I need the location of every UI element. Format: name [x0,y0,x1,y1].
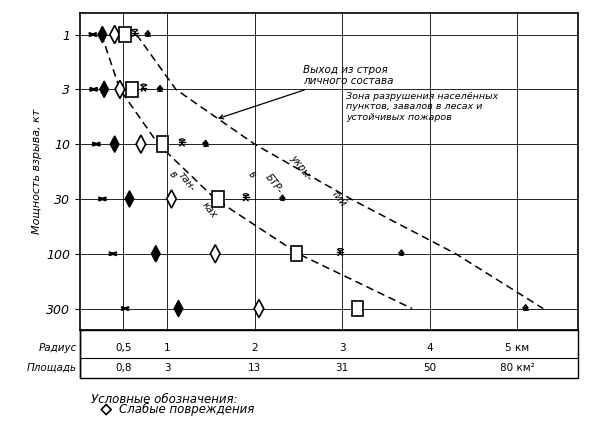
Polygon shape [157,136,168,152]
Text: 13: 13 [248,363,261,373]
Polygon shape [119,27,131,42]
Polygon shape [125,191,134,207]
Text: БТР-: БТР- [263,172,285,195]
Text: 2: 2 [251,343,258,353]
Polygon shape [174,300,183,317]
Polygon shape [100,81,109,98]
Text: Условные обозначения:: Условные обозначения: [91,393,238,406]
Polygon shape [110,26,119,44]
Polygon shape [211,245,220,263]
Text: 3: 3 [164,363,171,373]
Text: Радиус: Радиус [38,343,77,353]
Text: 0,5: 0,5 [115,343,132,353]
Text: 3: 3 [339,343,345,353]
Y-axis label: Мощность взрыва, кт: Мощность взрыва, кт [32,109,42,234]
Polygon shape [136,135,146,153]
Text: Слабые повреждения: Слабые повреждения [119,403,254,416]
Text: 4: 4 [426,343,433,353]
Text: тан-: тан- [176,170,197,193]
Text: Выход из строя
личного состава: Выход из строя личного состава [219,65,393,119]
Text: 50: 50 [423,363,436,373]
Polygon shape [212,191,224,207]
Polygon shape [115,80,124,99]
Text: тий: тий [329,189,348,209]
Polygon shape [152,245,160,262]
Polygon shape [352,301,363,316]
Text: укры-: укры- [288,153,314,182]
Text: ках: ках [201,200,219,220]
Polygon shape [98,27,107,43]
Text: Зона разрушения населённых
пунктов, завалов в лесах и
устойчивых пожаров: Зона разрушения населённых пунктов, зава… [346,92,499,122]
Text: 0,8: 0,8 [115,363,132,373]
Text: Площадь: Площадь [27,363,77,373]
Polygon shape [254,299,264,317]
Polygon shape [291,246,302,261]
Polygon shape [126,82,138,97]
Text: в: в [167,169,179,180]
Text: 31: 31 [336,363,349,373]
Polygon shape [110,136,119,152]
Text: 5 км: 5 км [505,343,529,353]
Polygon shape [167,190,176,208]
Text: 1: 1 [164,343,171,353]
Text: в: в [246,169,257,180]
Text: 80 км²: 80 км² [500,363,535,373]
